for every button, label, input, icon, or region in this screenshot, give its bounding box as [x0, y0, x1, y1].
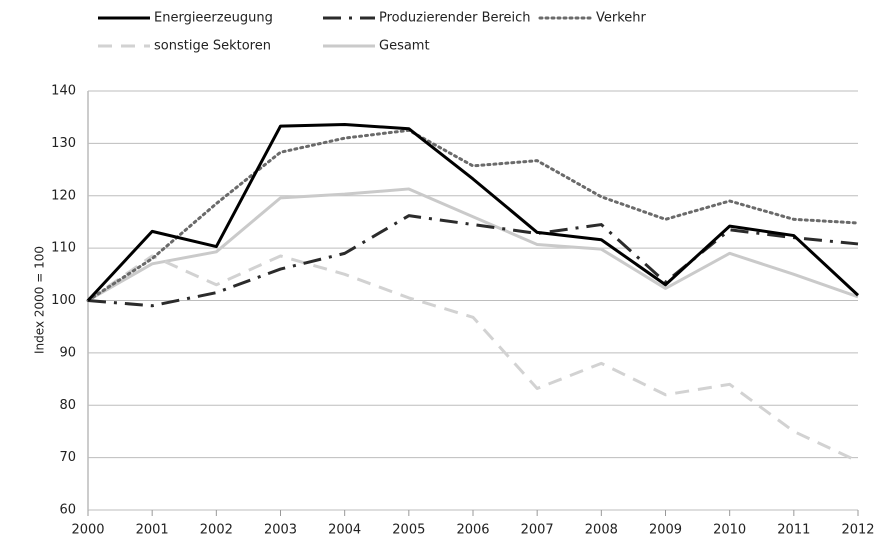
- x-tick-label: 2000: [71, 523, 104, 538]
- x-tick-label: 2012: [841, 523, 874, 538]
- series-line: [87, 254, 859, 463]
- x-tick-label: 2001: [136, 523, 169, 538]
- y-tick-label: 80: [59, 398, 76, 413]
- x-tick-label: 2003: [264, 523, 297, 538]
- x-tick-label: 2010: [713, 523, 746, 538]
- y-tick-label: 120: [51, 188, 76, 203]
- legend-label: Produzierender Bereich: [379, 11, 531, 26]
- y-tick-label: 70: [59, 450, 76, 465]
- y-tick-label: 60: [59, 503, 76, 518]
- legend-label: Gesamt: [379, 39, 430, 54]
- x-tick-label: 2008: [585, 523, 618, 538]
- x-tick-label: 2002: [200, 523, 233, 538]
- series-line: [86, 123, 860, 302]
- series-line: [87, 187, 859, 302]
- legend-label: sonstige Sektoren: [154, 39, 271, 54]
- y-tick-label: 110: [51, 241, 76, 256]
- x-tick-label: 2004: [328, 523, 361, 538]
- x-tick-label: 2011: [777, 523, 810, 538]
- series-line: [86, 128, 860, 302]
- legend-label: Energieerzeugung: [154, 11, 273, 26]
- y-tick-label: 90: [59, 345, 76, 360]
- x-tick-label: 2009: [649, 523, 682, 538]
- x-tick-label: 2005: [392, 523, 425, 538]
- x-tick-label: 2007: [521, 523, 554, 538]
- x-tick-label: 2006: [456, 523, 489, 538]
- y-tick-label: 130: [51, 136, 76, 151]
- y-tick-label: 100: [51, 293, 76, 308]
- y-tick-label: 140: [51, 84, 76, 99]
- legend-label: Verkehr: [596, 11, 647, 26]
- y-axis-label: Index 2000 = 100: [33, 246, 47, 354]
